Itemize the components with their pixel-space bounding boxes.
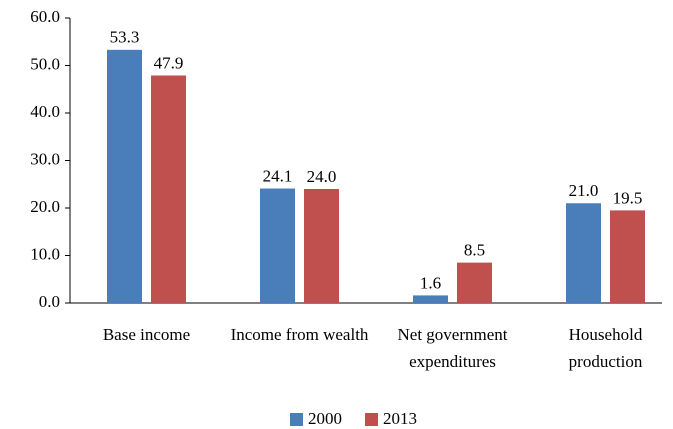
x-tick-label: Net government expenditures	[397, 325, 508, 371]
y-tick-label: 50.0	[30, 54, 60, 73]
value-label: 47.9	[154, 53, 184, 72]
value-label: 8.5	[464, 241, 485, 260]
value-label: 19.5	[613, 188, 643, 207]
bar	[260, 188, 295, 303]
value-label: 53.3	[110, 28, 140, 47]
x-tick-label-box: Household production	[568, 325, 643, 371]
x-tick-label-box: Income from wealth	[230, 325, 369, 344]
legend-label: 2000	[308, 409, 342, 428]
bar	[151, 75, 186, 303]
legend-swatch	[290, 413, 303, 426]
x-tick-label-box: Base income	[102, 325, 191, 344]
y-tick-label: 10.0	[30, 244, 60, 263]
y-tick-label: 30.0	[30, 149, 60, 168]
value-label: 24.0	[307, 167, 337, 186]
y-tick-label: 60.0	[30, 7, 60, 26]
bar	[107, 49, 142, 304]
x-tick-label: Income from wealth	[230, 325, 369, 344]
bar	[304, 189, 339, 303]
bar	[566, 203, 601, 303]
value-label: 24.1	[263, 166, 293, 185]
y-tick-label: 20.0	[30, 197, 60, 216]
y-tick-label: 40.0	[30, 102, 60, 121]
x-tick-label-box: Net government expenditures	[397, 325, 508, 371]
value-label: 1.6	[420, 273, 441, 292]
y-tick-label: 0.0	[39, 292, 60, 311]
bar	[457, 262, 492, 303]
legend-label: 2013	[383, 409, 417, 428]
bar	[413, 295, 448, 303]
value-label: 21.0	[569, 181, 599, 200]
x-tick-label: Household production	[568, 325, 643, 371]
x-tick-label: Base income	[102, 325, 191, 344]
bar	[610, 210, 645, 303]
legend-swatch	[365, 413, 378, 426]
